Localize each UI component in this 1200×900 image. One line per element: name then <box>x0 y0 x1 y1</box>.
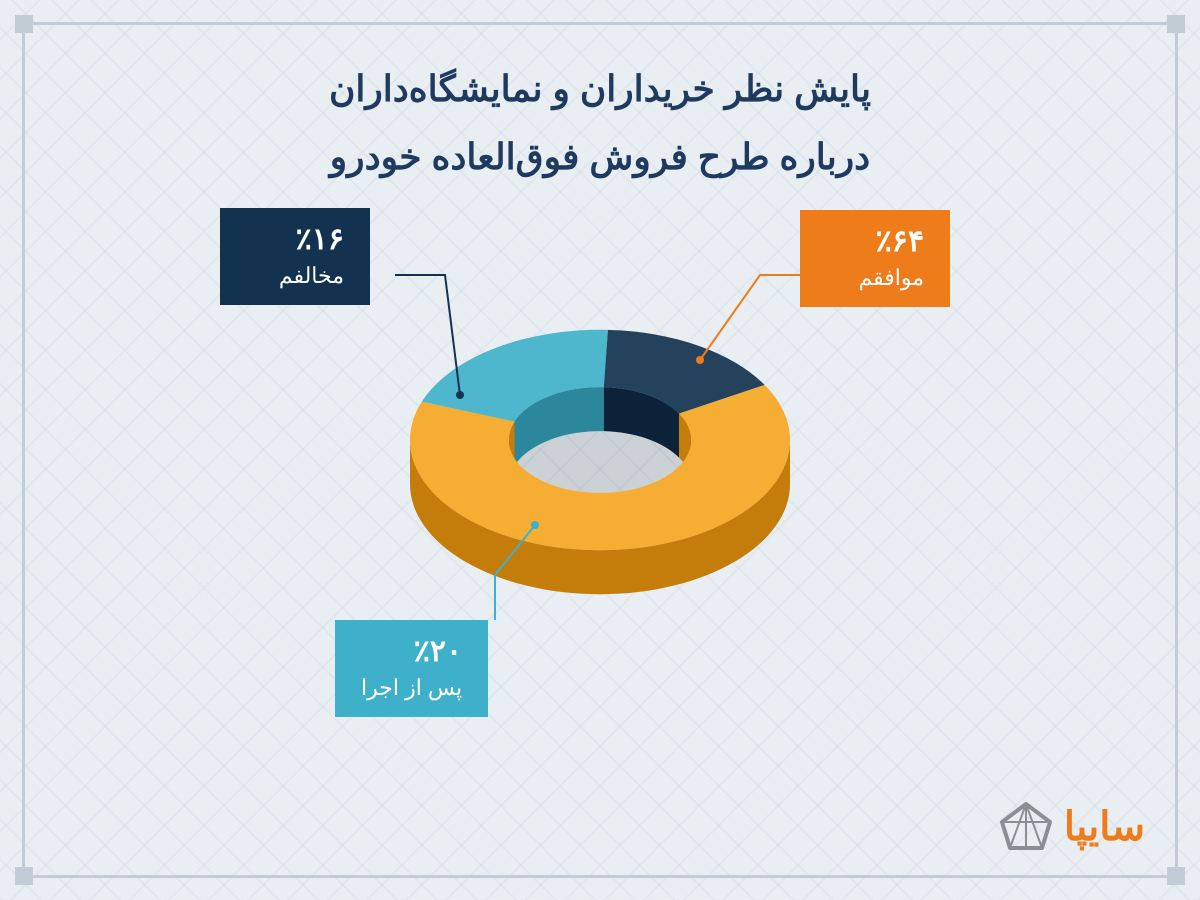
label-disagree: ٪۱۶ مخالفم <box>220 208 370 305</box>
chart-title: پایش نظر خریداران و نمایشگاه‌داران دربار… <box>0 55 1200 192</box>
title-line-1: پایش نظر خریداران و نمایشگاه‌داران <box>0 55 1200 123</box>
brand-icon <box>998 802 1054 852</box>
pct-agree: ٪۶۴ <box>876 224 924 259</box>
label-agree: ٪۶۴ موافقم <box>800 210 950 307</box>
pct-after: ٪۲۰ <box>414 634 462 669</box>
text-after: پس از اجرا <box>361 675 462 701</box>
text-disagree: مخالفم <box>246 263 344 289</box>
donut-chart <box>340 290 860 650</box>
title-line-2: درباره طرح فروش فوق‌العاده خودرو <box>0 123 1200 191</box>
text-agree: موافقم <box>826 265 924 291</box>
brand-logo: سایپا <box>998 802 1145 852</box>
pct-disagree: ٪۱۶ <box>296 222 344 257</box>
brand-text: سایپا <box>1064 804 1145 850</box>
label-after: ٪۲۰ پس از اجرا <box>335 620 488 717</box>
